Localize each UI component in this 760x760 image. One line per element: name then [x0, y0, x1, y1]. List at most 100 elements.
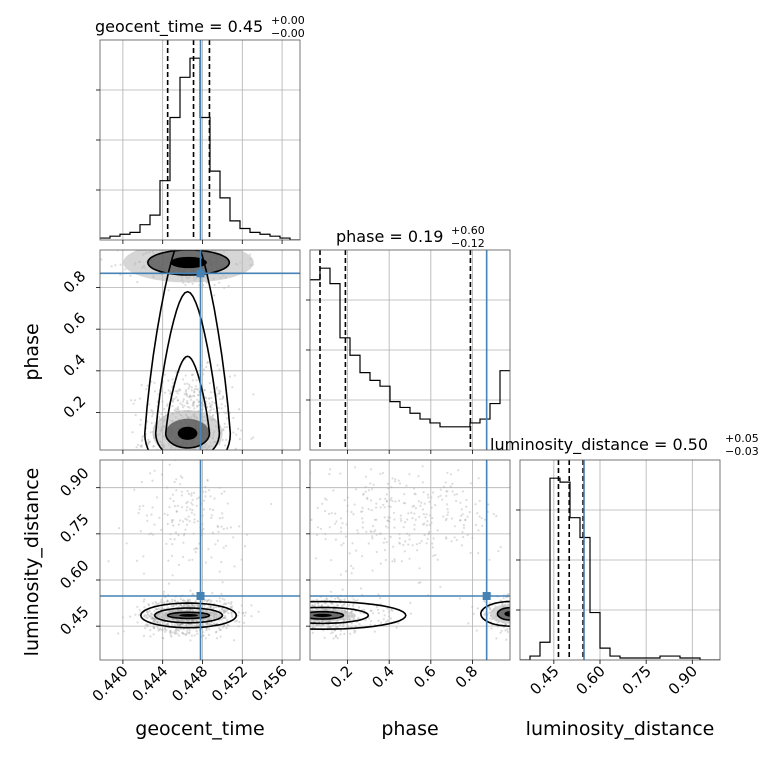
scatter-point [185, 402, 188, 405]
scatter-point [184, 517, 187, 521]
scatter-point [306, 515, 308, 517]
scatter-point [152, 445, 156, 448]
scatter-point [192, 402, 195, 405]
scatter-point [413, 492, 416, 495]
scatter-point [166, 481, 168, 483]
scatter-point [178, 619, 181, 622]
scatter-point [238, 408, 241, 411]
scatter-point [137, 460, 139, 462]
scatter-point [174, 599, 177, 603]
scatter-point [180, 608, 184, 612]
scatter-point [166, 623, 170, 626]
scatter-point [307, 621, 309, 623]
scatter-point [196, 404, 199, 407]
scatter-point [178, 467, 180, 469]
scatter-point [213, 497, 216, 500]
scatter-point [303, 620, 305, 622]
scatter-point [152, 500, 154, 502]
scatter-point [152, 445, 155, 448]
scatter-point [229, 605, 232, 609]
x-tick-label: 0.2 [327, 662, 357, 692]
scatter-point [462, 535, 465, 539]
scatter-point [224, 405, 227, 408]
scatter-point [238, 525, 241, 528]
scatter-point [225, 454, 227, 456]
scatter-point [237, 611, 240, 614]
scatter-point [503, 623, 507, 626]
scatter-point [160, 601, 163, 604]
scatter-point [384, 558, 387, 562]
scatter-point [419, 504, 422, 507]
scatter-point [517, 606, 519, 608]
scatter-point [192, 404, 195, 407]
scatter-point [163, 601, 166, 604]
scatter-point [158, 248, 160, 250]
scatter-point [320, 604, 323, 607]
scatter-point [190, 494, 193, 497]
scatter-point [191, 282, 194, 285]
scatter-point [154, 457, 156, 459]
scatter-point [181, 248, 183, 250]
scatter-point [224, 611, 227, 614]
scatter-point [348, 618, 351, 622]
scatter-point [179, 473, 181, 475]
scatter-point [153, 626, 156, 629]
scatter-point [423, 522, 426, 525]
scatter-point [190, 492, 193, 495]
scatter-point [326, 626, 329, 629]
scatter-point [472, 612, 475, 616]
scatter-point [250, 615, 253, 618]
scatter-point [205, 365, 208, 369]
scatter-point [208, 623, 211, 626]
scatter-point [139, 444, 142, 448]
scatter-point [389, 498, 392, 501]
scatter-point [270, 575, 272, 577]
scatter-point [389, 505, 392, 508]
scatter-point [186, 603, 190, 606]
scatter-point [307, 613, 309, 615]
scatter-point [172, 462, 174, 464]
scatter-point [278, 616, 280, 618]
scatter-point [204, 490, 207, 493]
scatter-point [198, 496, 201, 499]
scatter-point [146, 616, 149, 620]
scatter-point [172, 489, 174, 491]
scatter-point [311, 604, 314, 608]
scatter-point [179, 608, 182, 612]
scatter-point [153, 618, 156, 621]
truth-marker [482, 592, 491, 600]
scatter-point [212, 607, 215, 610]
scatter-point [262, 629, 264, 631]
scatter-point [134, 613, 137, 616]
scatter-point [445, 537, 448, 540]
scatter-point [191, 592, 194, 595]
scatter-point [294, 604, 296, 606]
scatter-point [132, 456, 134, 458]
scatter-point [210, 463, 212, 465]
scatter-point [418, 542, 421, 545]
scatter-point [478, 515, 481, 518]
scatter-point [441, 498, 444, 501]
scatter-point [156, 496, 159, 499]
scatter-point [172, 500, 175, 503]
scatter-point [223, 609, 226, 612]
scatter-point [169, 392, 172, 395]
scatter-point [191, 379, 194, 382]
scatter-point [174, 390, 177, 393]
scatter-point [352, 603, 355, 606]
scatter-point [140, 444, 143, 447]
scatter-point [210, 488, 212, 490]
scatter-point [426, 520, 429, 523]
scatter-point [524, 613, 526, 615]
scatter-point [173, 538, 176, 541]
scatter-point [529, 618, 531, 620]
scatter-point [291, 614, 293, 616]
scatter-point [403, 493, 406, 496]
scatter-point [270, 603, 272, 605]
scatter-point [218, 517, 222, 520]
scatter-point [181, 631, 184, 634]
scatter-point [148, 440, 151, 443]
scatter-point [208, 397, 211, 400]
scatter-point [279, 613, 281, 615]
scatter-point [165, 244, 167, 246]
